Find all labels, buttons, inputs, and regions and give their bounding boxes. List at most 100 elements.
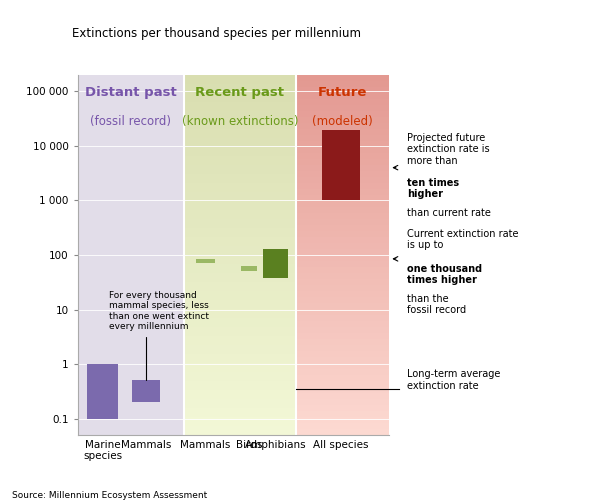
Bar — [296, 345, 389, 351]
Bar — [296, 273, 389, 279]
Bar — [184, 120, 296, 129]
Text: Current extinction rate
is up to: Current extinction rate is up to — [407, 229, 519, 250]
Bar — [296, 399, 389, 405]
Bar — [296, 279, 389, 285]
Text: Projected future
extinction rate is
more than: Projected future extinction rate is more… — [407, 132, 490, 166]
Bar — [296, 93, 389, 99]
Bar — [184, 300, 296, 309]
Bar — [184, 228, 296, 237]
Bar — [184, 183, 296, 192]
Text: (known extinctions): (known extinctions) — [181, 114, 298, 128]
Bar — [296, 291, 389, 297]
Bar — [184, 93, 296, 102]
Bar — [296, 249, 389, 255]
Bar — [184, 219, 296, 228]
Bar — [184, 102, 296, 111]
Bar — [296, 405, 389, 411]
Bar — [296, 237, 389, 243]
Bar — [296, 213, 389, 219]
Bar — [296, 375, 389, 381]
Bar — [296, 315, 389, 321]
Bar — [296, 141, 389, 147]
Bar — [184, 75, 296, 84]
Bar — [184, 138, 296, 147]
Bar — [184, 327, 296, 336]
Bar — [184, 264, 296, 273]
Bar — [184, 291, 296, 300]
Bar — [296, 87, 389, 93]
Bar — [296, 153, 389, 159]
Text: than the
fossil record: than the fossil record — [407, 294, 467, 316]
Bar — [184, 408, 296, 417]
Bar — [184, 354, 296, 363]
Bar — [184, 336, 296, 345]
Bar — [184, 309, 296, 318]
Bar — [296, 255, 389, 261]
Bar — [132, 380, 161, 402]
Text: Extinctions per thousand species per millennium: Extinctions per thousand species per mil… — [72, 27, 361, 40]
Text: For every thousand
mammal species, less
than one went extinct
every millennium: For every thousand mammal species, less … — [109, 291, 209, 380]
Bar — [184, 318, 296, 327]
Bar — [322, 130, 360, 200]
Bar — [296, 387, 389, 393]
Bar — [296, 369, 389, 375]
Bar — [296, 123, 389, 129]
Bar — [296, 321, 389, 327]
Bar — [184, 381, 296, 390]
Bar — [184, 84, 296, 93]
Text: one thousand
times higher: one thousand times higher — [407, 264, 482, 285]
Bar — [184, 210, 296, 219]
Bar — [184, 255, 296, 264]
Bar — [296, 261, 389, 267]
Bar — [296, 99, 389, 105]
Text: Distant past: Distant past — [85, 86, 177, 99]
Bar — [296, 171, 389, 177]
Bar — [296, 231, 389, 237]
Bar — [184, 345, 296, 354]
Bar — [296, 363, 389, 369]
Bar — [184, 129, 296, 138]
Bar — [184, 390, 296, 399]
Bar — [296, 81, 389, 87]
Bar — [296, 135, 389, 141]
Text: (modeled): (modeled) — [312, 114, 373, 128]
Text: Source: Millennium Ecosystem Assessment: Source: Millennium Ecosystem Assessment — [12, 490, 207, 500]
Bar — [296, 147, 389, 153]
Bar — [296, 75, 389, 81]
Bar — [184, 237, 296, 246]
Text: than current rate: than current rate — [407, 208, 491, 218]
Bar — [296, 297, 389, 303]
Bar — [296, 339, 389, 345]
Bar — [184, 426, 296, 435]
Bar — [87, 364, 119, 418]
Bar — [184, 165, 296, 174]
Bar — [296, 393, 389, 399]
Bar — [184, 111, 296, 120]
Bar — [296, 117, 389, 123]
Bar — [241, 266, 257, 272]
Bar — [296, 417, 389, 423]
Bar — [296, 303, 389, 309]
Bar — [184, 174, 296, 183]
Bar — [296, 201, 389, 207]
Bar — [184, 273, 296, 282]
Bar — [296, 111, 389, 117]
Bar — [184, 201, 296, 210]
Bar — [296, 243, 389, 249]
Bar — [296, 285, 389, 291]
Bar — [296, 165, 389, 171]
Bar — [184, 156, 296, 165]
Bar — [296, 381, 389, 387]
Bar — [296, 195, 389, 201]
Bar — [296, 423, 389, 429]
Bar — [184, 372, 296, 381]
Text: Recent past: Recent past — [195, 86, 285, 99]
Bar — [296, 333, 389, 339]
Bar — [184, 282, 296, 291]
Bar — [184, 192, 296, 201]
Bar — [184, 417, 296, 426]
Bar — [296, 357, 389, 363]
Bar — [184, 399, 296, 408]
Bar — [296, 177, 389, 183]
Text: (fossil record): (fossil record) — [90, 114, 171, 128]
